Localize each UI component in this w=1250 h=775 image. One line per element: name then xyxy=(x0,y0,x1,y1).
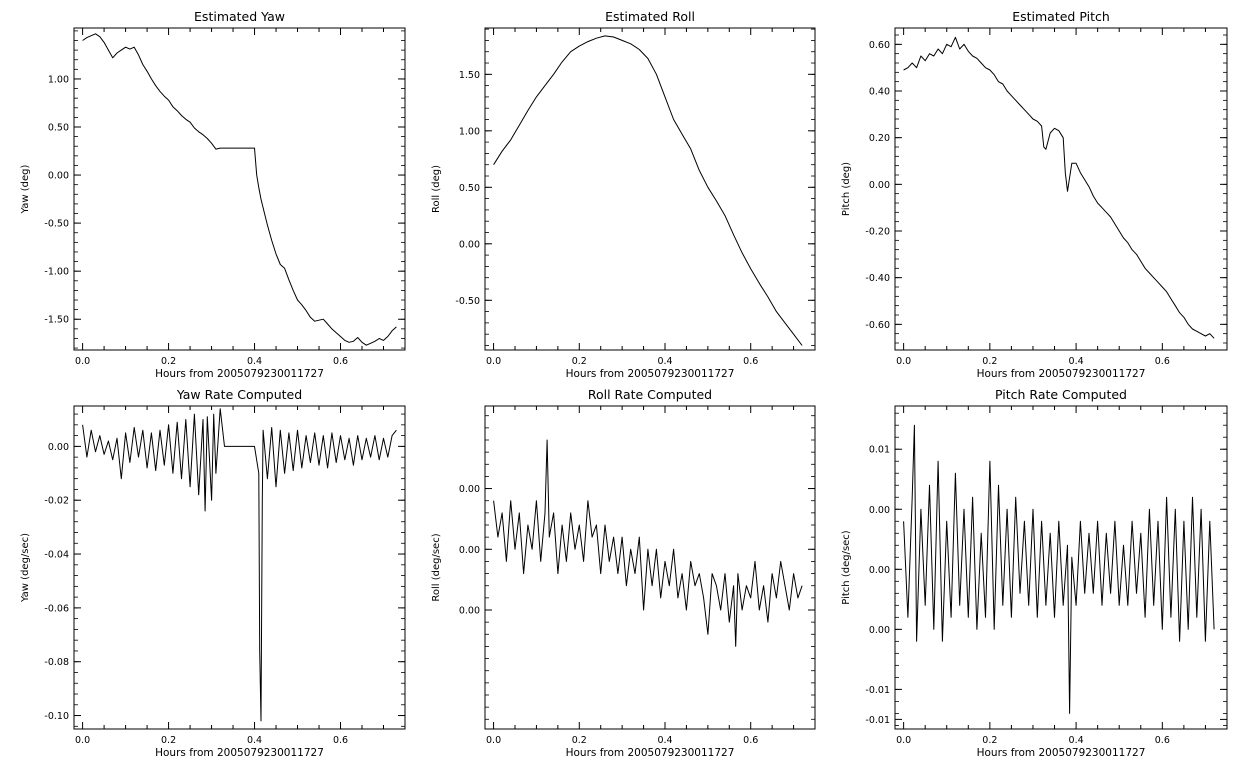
y-axis-label: Pitch (deg/sec) xyxy=(841,530,852,605)
chart-panel-6: Pitch Rate Computed Hours from 2005079230… xyxy=(841,387,1228,759)
y-tick-label: -0.60 xyxy=(865,320,890,331)
series-line xyxy=(82,408,397,722)
y-tick-label: 0.00 xyxy=(459,606,480,617)
y-tick-label: 0.00 xyxy=(48,171,69,182)
y-tick-label: -1.50 xyxy=(44,315,69,326)
chart-title: Estimated Pitch xyxy=(1012,9,1110,24)
chart-panel-2: Estimated Roll Hours from 200507923001172… xyxy=(431,9,816,380)
y-tick-label: 0.40 xyxy=(869,87,890,98)
y-axis-label: Yaw (deg/sec) xyxy=(20,533,31,603)
chart-title: Estimated Yaw xyxy=(194,9,285,24)
y-tick-label: 0.50 xyxy=(48,123,69,134)
y-tick-label: -0.01 xyxy=(865,685,890,696)
y-tick-label: 1.00 xyxy=(48,74,69,85)
chart-panel-1: Estimated Yaw Hours from 2005079230011727… xyxy=(20,9,406,380)
y-axis-label: Roll (deg) xyxy=(431,165,442,213)
x-tick-label: 0.0 xyxy=(896,356,911,367)
y-axis-label: Pitch (deg) xyxy=(841,162,852,216)
chart-panel-3: Estimated Pitch Hours from 20050792300117… xyxy=(841,9,1228,380)
plot-frame xyxy=(484,405,816,730)
y-axis-label: Roll (deg/sec) xyxy=(431,533,442,601)
y-tick-label: 1.00 xyxy=(459,126,480,137)
series-line xyxy=(493,35,803,346)
x-tick-label: 0.4 xyxy=(247,735,262,746)
series-line xyxy=(493,439,803,647)
y-tick-label: 0.00 xyxy=(459,239,480,250)
y-tick-label: -0.10 xyxy=(44,711,69,722)
x-tick-label: 0.0 xyxy=(486,735,501,746)
y-tick-label: -0.08 xyxy=(44,657,69,668)
y-tick-label: -0.20 xyxy=(865,227,890,238)
chart-panel-4: Yaw Rate Computed Hours from 200507923001… xyxy=(20,387,406,759)
x-tick-label: 0.4 xyxy=(1069,356,1084,367)
x-tick-label: 0.0 xyxy=(75,735,90,746)
x-tick-label: 0.6 xyxy=(1155,735,1170,746)
y-tick-label: 0.01 xyxy=(869,445,890,456)
y-tick-label: -0.02 xyxy=(44,496,69,507)
chart-title: Roll Rate Computed xyxy=(588,387,712,402)
y-tick-label: 0.20 xyxy=(869,133,890,144)
plot-frame xyxy=(73,27,406,351)
x-tick-label: 0.6 xyxy=(1155,356,1170,367)
y-tick-label: 0.00 xyxy=(459,545,480,556)
x-tick-label: 0.4 xyxy=(657,356,672,367)
x-axis-label: Hours from 2005079230011727 xyxy=(155,747,324,759)
chart-panel-5: Roll Rate Computed Hours from 20050792300… xyxy=(431,387,816,759)
plot-frame xyxy=(484,27,816,351)
y-tick-label: -0.40 xyxy=(865,273,890,284)
x-tick-label: 0.2 xyxy=(161,356,176,367)
x-tick-label: 0.6 xyxy=(333,735,348,746)
x-tick-label: 0.2 xyxy=(572,356,587,367)
x-axis-label: Hours from 2005079230011727 xyxy=(977,747,1146,759)
y-tick-label: 0.00 xyxy=(869,180,890,191)
plot-frame xyxy=(73,405,406,730)
y-axis-label: Yaw (deg) xyxy=(20,164,31,214)
y-tick-label: 0.00 xyxy=(48,442,69,453)
x-tick-label: 0.0 xyxy=(896,735,911,746)
x-tick-label: 0.6 xyxy=(743,356,758,367)
x-axis-label: Hours from 2005079230011727 xyxy=(566,368,735,380)
y-tick-label: -0.01 xyxy=(865,715,890,726)
chart-title: Estimated Roll xyxy=(605,9,695,24)
x-tick-label: 0.2 xyxy=(982,356,997,367)
y-tick-label: 0.00 xyxy=(869,565,890,576)
x-axis-label: Hours from 2005079230011727 xyxy=(155,368,324,380)
x-tick-label: 0.6 xyxy=(743,735,758,746)
y-tick-label: 0.00 xyxy=(869,625,890,636)
x-tick-label: 0.0 xyxy=(75,356,90,367)
y-tick-label: 1.50 xyxy=(459,70,480,81)
y-tick-label: -0.06 xyxy=(44,603,69,614)
x-tick-label: 0.6 xyxy=(333,356,348,367)
x-tick-label: 0.4 xyxy=(247,356,262,367)
plot-frame xyxy=(894,405,1228,730)
x-axis-label: Hours from 2005079230011727 xyxy=(977,368,1146,380)
y-tick-label: -0.50 xyxy=(455,296,480,307)
series-line xyxy=(82,33,397,346)
chart-title: Pitch Rate Computed xyxy=(995,387,1127,402)
y-tick-label: -0.50 xyxy=(44,219,69,230)
x-tick-label: 0.2 xyxy=(161,735,176,746)
x-axis-label: Hours from 2005079230011727 xyxy=(566,747,735,759)
y-tick-label: 0.00 xyxy=(459,484,480,495)
x-tick-label: 0.2 xyxy=(982,735,997,746)
x-tick-label: 0.0 xyxy=(486,356,501,367)
series-line xyxy=(903,424,1215,714)
y-tick-label: -1.00 xyxy=(44,267,69,278)
x-tick-label: 0.2 xyxy=(572,735,587,746)
x-tick-label: 0.4 xyxy=(657,735,672,746)
y-tick-label: 0.60 xyxy=(869,40,890,51)
chart-title: Yaw Rate Computed xyxy=(176,387,302,402)
y-tick-label: 0.50 xyxy=(459,183,480,194)
y-tick-label: 0.00 xyxy=(869,505,890,516)
series-line xyxy=(903,36,1215,339)
plot-frame xyxy=(894,27,1228,351)
y-tick-label: -0.04 xyxy=(44,550,69,561)
x-tick-label: 0.4 xyxy=(1069,735,1084,746)
